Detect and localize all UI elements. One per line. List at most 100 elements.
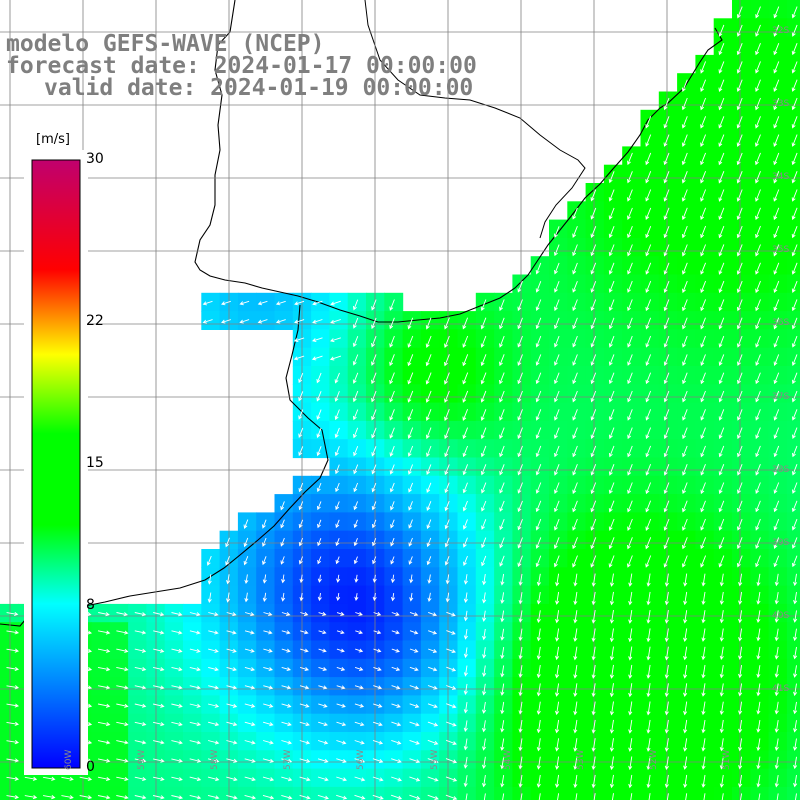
wind-arrow (134, 630, 147, 635)
wind-arrow (298, 519, 304, 529)
wind-arrow (409, 574, 414, 584)
wind-arrow (700, 97, 707, 111)
wind-arrow (463, 720, 468, 733)
wind-arrow (608, 409, 615, 421)
wind-arrow (608, 207, 615, 220)
wind-arrow (718, 354, 725, 366)
wind-arrow (444, 482, 450, 494)
wind-arrow (207, 721, 220, 727)
wind-arrow (590, 207, 597, 220)
wind-arrow (664, 701, 669, 716)
wind-arrow (573, 664, 578, 679)
wind-arrow (373, 666, 382, 671)
wind-arrow (444, 427, 450, 440)
wind-arrow (354, 685, 364, 690)
wind-arrow (299, 740, 311, 745)
wind-arrow (499, 555, 505, 567)
wind-arrow (554, 701, 560, 716)
wind-arrow (116, 740, 129, 745)
wind-arrow (773, 43, 780, 56)
wind-arrow (718, 427, 725, 440)
wind-arrow (389, 482, 395, 493)
wind-arrow (553, 244, 560, 257)
wind-arrow (555, 774, 560, 789)
wind-arrow (444, 390, 450, 403)
wind-arrow (500, 665, 505, 678)
wind-arrow (389, 335, 395, 348)
lon-label: 53W (575, 749, 586, 770)
wind-arrow (6, 721, 20, 726)
wind-arrow (517, 317, 523, 330)
wind-arrow (535, 354, 542, 366)
wind-arrow (353, 427, 359, 439)
wind-arrow (755, 244, 761, 257)
wind-arrow (755, 335, 761, 348)
wind-arrow (700, 427, 706, 440)
wind-arrow (756, 646, 761, 660)
wind-arrow (281, 574, 286, 584)
wind-arrow (299, 721, 310, 727)
wind-arrow (645, 207, 652, 220)
wind-arrow (500, 683, 505, 696)
wind-arrow (627, 244, 633, 257)
wind-arrow (773, 97, 780, 111)
wind-arrow (555, 628, 560, 642)
wind-arrow (791, 518, 798, 531)
wind-arrow (317, 758, 329, 763)
wind-arrow (773, 61, 780, 74)
wind-arrow (298, 372, 304, 384)
wind-arrow (554, 372, 560, 385)
wind-arrow (774, 720, 779, 733)
wind-arrow (718, 299, 725, 312)
wind-arrow (244, 794, 256, 800)
wind-arrow (791, 262, 798, 275)
lon-label: 52W (648, 749, 659, 770)
wind-arrow (517, 390, 523, 403)
wind-arrow (755, 24, 761, 37)
wind-arrow (372, 739, 384, 745)
wind-arrow (262, 721, 274, 727)
wind-arrow (153, 612, 165, 617)
wind-arrow (628, 610, 633, 624)
wind-arrow (352, 317, 359, 329)
wind-arrow (719, 591, 724, 605)
wind-arrow (335, 519, 340, 529)
wind-arrow (208, 612, 219, 617)
wind-arrow (609, 738, 614, 752)
wind-arrow (390, 593, 396, 602)
wind-arrow (793, 738, 798, 751)
wind-arrow (718, 116, 725, 129)
wind-arrow (736, 280, 743, 294)
wind-arrow (389, 464, 395, 475)
wind-arrow (482, 592, 487, 604)
wind-arrow (719, 646, 724, 661)
wind-arrow (463, 775, 468, 788)
wind-cell (786, 201, 800, 221)
wind-arrow (591, 591, 596, 606)
wind-arrow (263, 648, 273, 653)
wind-arrow (590, 372, 597, 385)
wind-arrow (407, 354, 414, 367)
wind-arrow (663, 354, 670, 366)
wind-arrow (664, 610, 669, 624)
lat-label: 37S (772, 391, 790, 402)
wind-arrow (794, 793, 797, 800)
wind-arrow (572, 445, 578, 458)
wind-arrow (738, 720, 743, 734)
wind-arrow (354, 776, 366, 782)
wind-arrow (499, 482, 505, 494)
wind-arrow (444, 537, 450, 548)
wind-arrow (609, 774, 615, 789)
wind-arrow (500, 573, 505, 586)
wind-arrow (407, 372, 414, 385)
wind-cell (786, 18, 800, 38)
wind-arrow (755, 409, 761, 421)
wind-arrow (480, 299, 487, 312)
wind-arrow (208, 630, 219, 635)
wind-arrow (517, 464, 523, 476)
wind-arrow (482, 610, 487, 622)
wind-arrow (517, 445, 523, 458)
wind-arrow (736, 262, 743, 275)
wind-cell (786, 512, 800, 532)
wind-arrow (755, 97, 761, 111)
